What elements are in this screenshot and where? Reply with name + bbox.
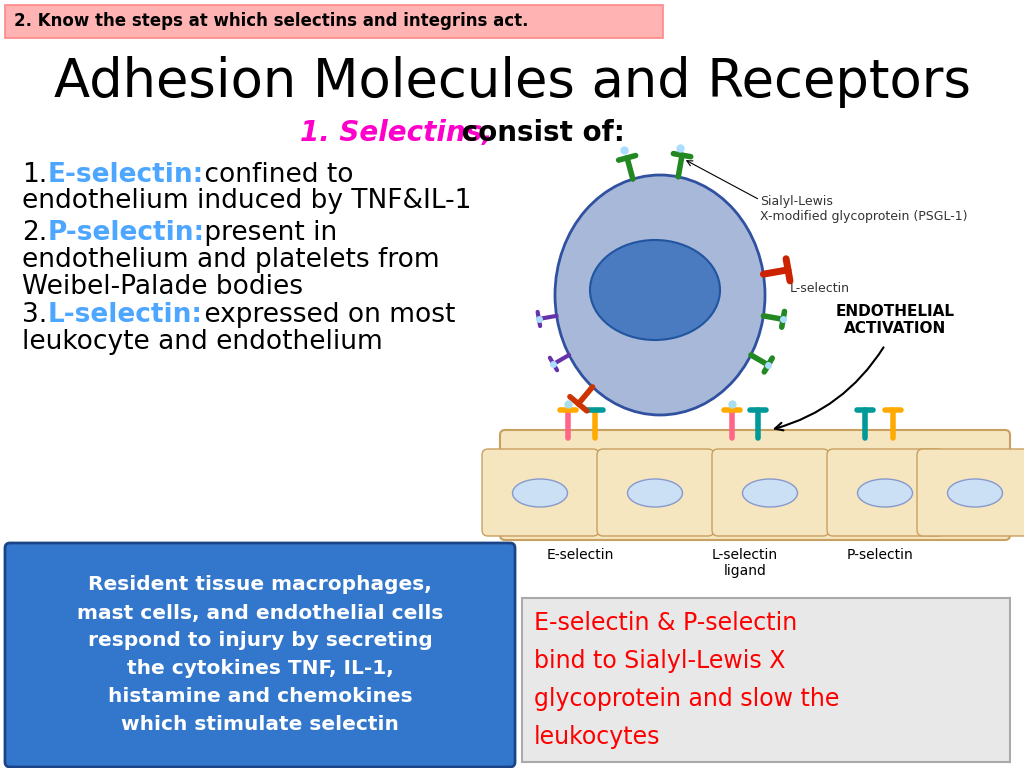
Text: Weibel-Palade bodies: Weibel-Palade bodies: [22, 274, 303, 300]
FancyBboxPatch shape: [597, 449, 714, 536]
Text: 1.: 1.: [22, 162, 47, 188]
Ellipse shape: [947, 479, 1002, 507]
FancyArrowPatch shape: [775, 347, 884, 430]
Text: glycoprotein and slow the: glycoprotein and slow the: [534, 687, 840, 711]
FancyBboxPatch shape: [522, 598, 1010, 762]
Text: expressed on most: expressed on most: [196, 302, 456, 328]
Text: E-selectin:: E-selectin:: [48, 162, 204, 188]
Text: which stimulate selectin: which stimulate selectin: [121, 716, 399, 734]
Text: 2.: 2.: [22, 220, 47, 246]
Text: endothelium and platelets from: endothelium and platelets from: [22, 247, 439, 273]
Ellipse shape: [590, 240, 720, 340]
Text: Adhesion Molecules and Receptors: Adhesion Molecules and Receptors: [53, 56, 971, 108]
Text: L-selectin
ligand: L-selectin ligand: [712, 548, 778, 578]
Text: leukocyte and endothelium: leukocyte and endothelium: [22, 329, 383, 355]
Ellipse shape: [857, 479, 912, 507]
Text: consist of:: consist of:: [452, 119, 625, 147]
Text: L-selectin: L-selectin: [790, 282, 850, 294]
Text: P-selectin: P-selectin: [847, 548, 913, 562]
Text: P-selectin:: P-selectin:: [48, 220, 205, 246]
FancyBboxPatch shape: [482, 449, 599, 536]
Text: L-selectin:: L-selectin:: [48, 302, 203, 328]
Text: confined to: confined to: [196, 162, 353, 188]
Text: histamine and chemokines: histamine and chemokines: [108, 687, 413, 707]
Text: leukocytes: leukocytes: [534, 725, 660, 749]
Text: bind to Sialyl-Lewis X: bind to Sialyl-Lewis X: [534, 649, 785, 673]
FancyBboxPatch shape: [918, 449, 1024, 536]
Text: 3.: 3.: [22, 302, 47, 328]
FancyBboxPatch shape: [500, 430, 1010, 540]
Text: Sialyl-Lewis
X-modified glycoprotein (PSGL-1): Sialyl-Lewis X-modified glycoprotein (PS…: [760, 195, 968, 223]
Text: endothelium induced by TNF&IL-1: endothelium induced by TNF&IL-1: [22, 188, 471, 214]
Text: respond to injury by secreting: respond to injury by secreting: [88, 631, 432, 650]
Ellipse shape: [555, 175, 765, 415]
Text: the cytokines TNF, IL-1,: the cytokines TNF, IL-1,: [127, 660, 393, 678]
Text: mast cells, and endothelial cells: mast cells, and endothelial cells: [77, 604, 443, 623]
Ellipse shape: [512, 479, 567, 507]
Ellipse shape: [628, 479, 683, 507]
Ellipse shape: [742, 479, 798, 507]
Text: present in: present in: [196, 220, 337, 246]
FancyBboxPatch shape: [827, 449, 944, 536]
Text: 2. Know the steps at which selectins and integrins act.: 2. Know the steps at which selectins and…: [14, 12, 528, 30]
Text: 1. Selectins,: 1. Selectins,: [300, 119, 493, 147]
Text: E-selectin & P-selectin: E-selectin & P-selectin: [534, 611, 798, 635]
FancyBboxPatch shape: [5, 5, 663, 38]
Text: Resident tissue macrophages,: Resident tissue macrophages,: [88, 575, 432, 594]
FancyBboxPatch shape: [712, 449, 829, 536]
Text: E-selectin: E-selectin: [547, 548, 613, 562]
FancyBboxPatch shape: [5, 543, 515, 767]
Text: ENDOTHELIAL
ACTIVATION: ENDOTHELIAL ACTIVATION: [836, 304, 954, 336]
